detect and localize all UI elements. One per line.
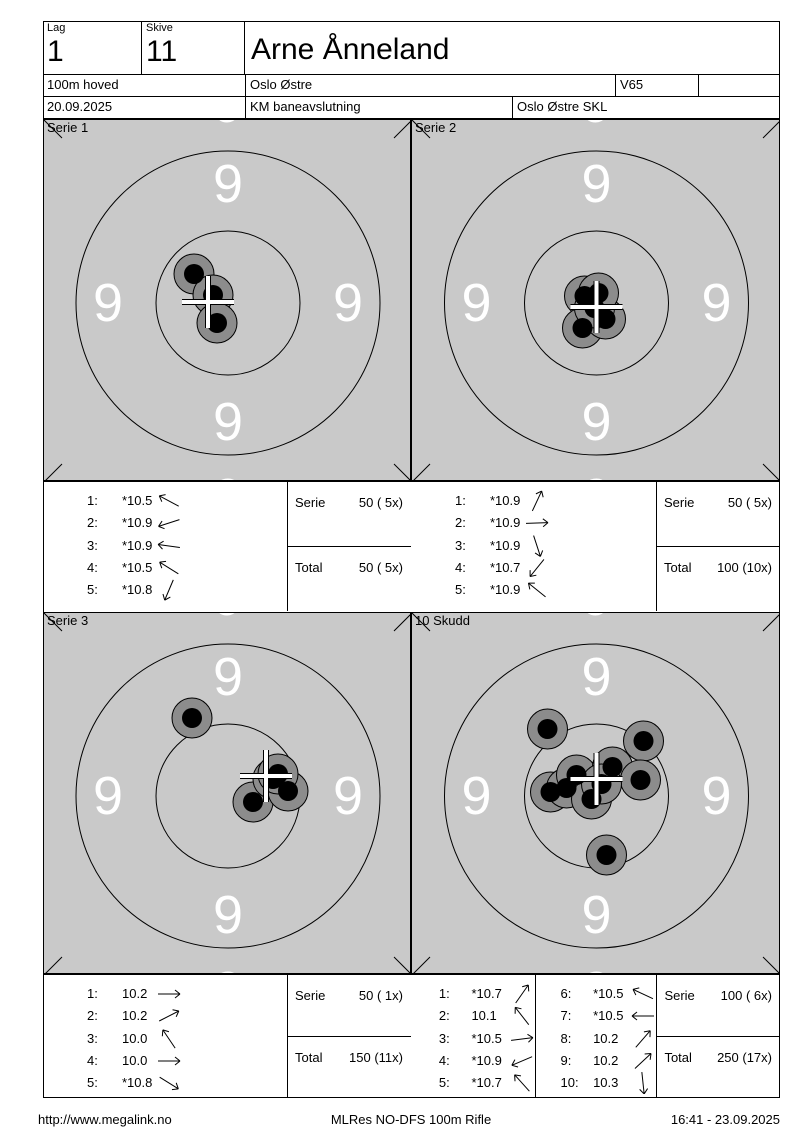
svg-text:9: 9 <box>461 273 491 333</box>
svg-text:9: 9 <box>701 766 731 826</box>
svg-text:9: 9 <box>461 766 491 826</box>
svg-text:9: 9 <box>581 647 611 707</box>
svg-text:9: 9 <box>213 961 243 974</box>
svg-text:9: 9 <box>213 647 243 707</box>
svg-text:9: 9 <box>701 273 731 333</box>
svg-text:9: 9 <box>581 119 611 134</box>
svg-text:9: 9 <box>93 273 123 333</box>
svg-text:9: 9 <box>213 612 243 627</box>
svg-text:9: 9 <box>213 154 243 214</box>
svg-text:9: 9 <box>333 766 363 826</box>
svg-text:9: 9 <box>581 392 611 452</box>
svg-text:9: 9 <box>213 392 243 452</box>
svg-text:9: 9 <box>581 154 611 214</box>
svg-text:9: 9 <box>581 885 611 945</box>
svg-text:9: 9 <box>213 119 243 134</box>
svg-text:9: 9 <box>581 612 611 627</box>
svg-text:9: 9 <box>213 885 243 945</box>
svg-text:9: 9 <box>581 961 611 974</box>
svg-text:9: 9 <box>581 468 611 481</box>
svg-text:9: 9 <box>93 766 123 826</box>
svg-text:9: 9 <box>213 468 243 481</box>
svg-text:9: 9 <box>333 273 363 333</box>
